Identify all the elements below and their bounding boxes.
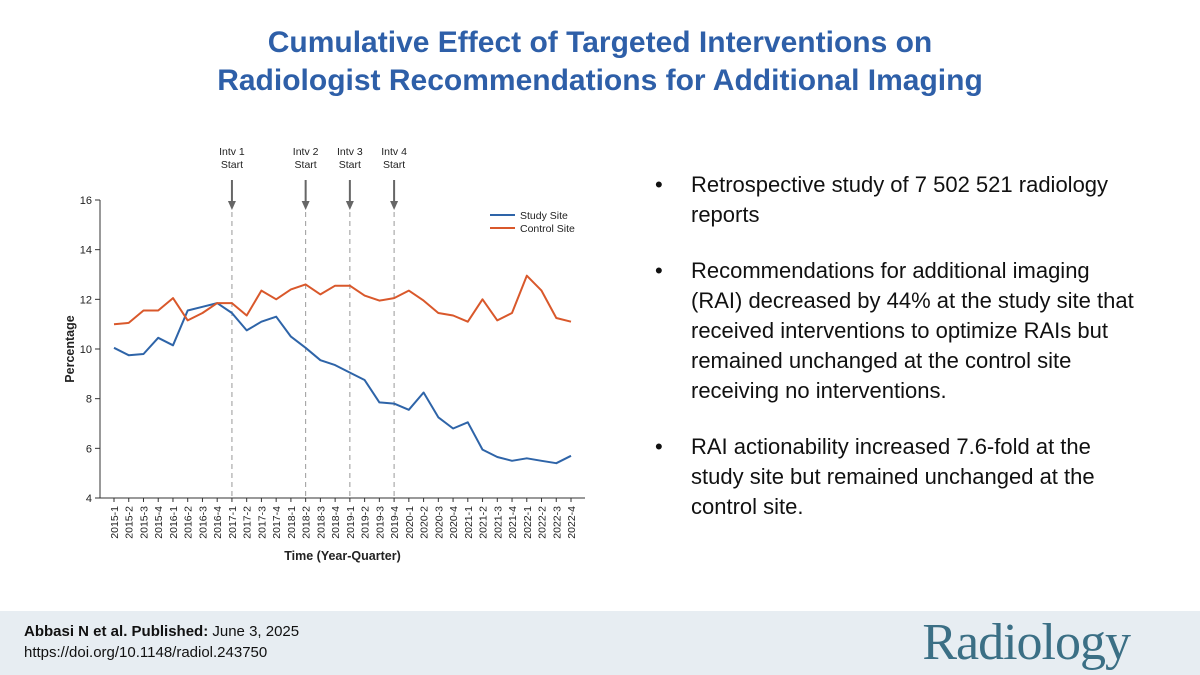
- x-tick-label: 2018-4: [330, 506, 342, 539]
- y-tick-label: 16: [80, 195, 92, 207]
- x-tick-label: 2021-4: [507, 506, 519, 539]
- arrow-down-icon: [390, 201, 399, 210]
- x-tick-label: 2016-4: [212, 506, 224, 539]
- x-axis-title: Time (Year-Quarter): [284, 549, 400, 563]
- x-tick-label: 2016-1: [168, 506, 180, 539]
- bullet-dot: •: [655, 258, 663, 283]
- x-tick-label: 2020-1: [404, 506, 416, 539]
- x-tick-label: 2021-1: [463, 506, 475, 539]
- x-tick-label: 2019-3: [374, 506, 386, 539]
- x-tick-label: 2017-1: [227, 506, 239, 539]
- footer-bar: Abbasi N et al. Published: June 3, 2025 …: [0, 611, 1200, 675]
- x-tick-label: 2016-3: [197, 506, 209, 539]
- bullet-item: • RAI actionability increased 7.6-fold a…: [655, 432, 1135, 522]
- intervention-label: Start: [383, 159, 405, 171]
- bullet-list: • Retrospective study of 7 502 521 radio…: [655, 170, 1135, 548]
- x-tick-label: 2016-2: [183, 506, 195, 539]
- x-tick-label: 2019-4: [389, 506, 401, 539]
- arrow-down-icon: [227, 201, 236, 210]
- x-tick-label: 2022-3: [551, 506, 563, 539]
- intervention-label: Start: [221, 159, 243, 171]
- x-tick-label: 2021-3: [492, 506, 504, 539]
- legend-label: Control Site: [520, 223, 575, 235]
- bullet-text: Retrospective study of 7 502 521 radiolo…: [691, 172, 1109, 227]
- slide-title: Cumulative Effect of Targeted Interventi…: [0, 24, 1200, 100]
- x-tick-label: 2017-2: [242, 506, 254, 539]
- title-line-2: Radiologist Recommendations for Addition…: [217, 64, 983, 97]
- x-tick-label: 2017-4: [271, 506, 283, 539]
- y-tick-label: 6: [86, 443, 92, 455]
- bullet-dot: •: [655, 434, 663, 459]
- series-line-study-site: [113, 302, 572, 465]
- citation-date: June 3, 2025: [208, 623, 300, 640]
- x-tick-label: 2018-2: [301, 506, 313, 539]
- bullet-item: • Recommendations for additional imaging…: [655, 256, 1135, 406]
- y-tick-label: 10: [80, 344, 92, 356]
- citation-authors: Abbasi N et al. Published:: [24, 623, 209, 640]
- x-tick-label: 2015-4: [153, 506, 165, 539]
- legend-label: Study Site: [520, 210, 568, 222]
- x-tick-label: 2020-2: [419, 506, 431, 539]
- bullet-text: Recommendations for additional imaging (…: [691, 258, 1134, 403]
- x-tick-label: 2018-3: [315, 506, 327, 539]
- x-tick-label: 2015-1: [109, 506, 121, 539]
- arrow-down-icon: [345, 201, 354, 210]
- x-tick-label: 2022-4: [566, 506, 578, 539]
- bullet-dot: •: [655, 172, 663, 197]
- series-line-control-site: [113, 274, 572, 326]
- x-tick-label: 2022-2: [537, 506, 549, 539]
- citation: Abbasi N et al. Published: June 3, 2025 …: [24, 621, 299, 663]
- x-tick-label: 2018-1: [286, 506, 298, 539]
- citation-doi-link[interactable]: https://doi.org/10.1148/radiol.243750: [24, 644, 268, 661]
- title-line-1: Cumulative Effect of Targeted Interventi…: [267, 26, 933, 59]
- x-tick-label: 2020-3: [433, 506, 445, 539]
- x-tick-label: 2015-3: [138, 506, 150, 539]
- x-tick-label: 2019-2: [360, 506, 372, 539]
- x-tick-label: 2022-1: [522, 506, 534, 539]
- intervention-label: Intv 3: [337, 146, 363, 158]
- intervention-label: Intv 4: [381, 146, 407, 158]
- x-tick-label: 2017-3: [256, 506, 268, 539]
- y-tick-label: 14: [80, 245, 92, 257]
- y-tick-label: 8: [86, 394, 92, 406]
- intervention-label: Start: [295, 159, 317, 171]
- intervention-label: Intv 1: [219, 146, 245, 158]
- y-tick-label: 4: [86, 493, 92, 505]
- x-tick-label: 2019-1: [345, 506, 357, 539]
- y-tick-label: 12: [80, 294, 92, 306]
- intervention-label: Start: [339, 159, 361, 171]
- bullet-item: • Retrospective study of 7 502 521 radio…: [655, 170, 1135, 230]
- x-tick-label: 2020-4: [448, 506, 460, 539]
- intervention-label: Intv 2: [293, 146, 319, 158]
- x-tick-label: 2015-2: [124, 506, 136, 539]
- arrow-down-icon: [301, 201, 310, 210]
- x-tick-label: 2021-2: [478, 506, 490, 539]
- journal-logo: Radiology: [922, 614, 1131, 671]
- bullet-text: RAI actionability increased 7.6-fold at …: [691, 434, 1095, 519]
- y-axis-title: Percentage: [63, 315, 77, 382]
